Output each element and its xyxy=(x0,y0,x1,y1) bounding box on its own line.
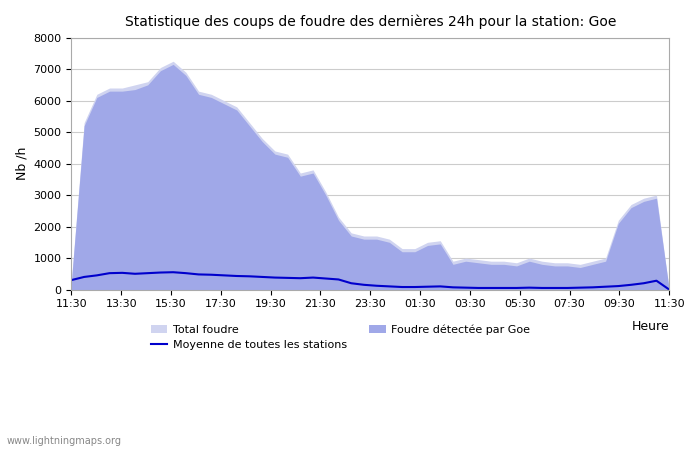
Y-axis label: Nb /h: Nb /h xyxy=(15,147,28,180)
Text: Heure: Heure xyxy=(631,320,669,333)
Text: www.lightningmaps.org: www.lightningmaps.org xyxy=(7,436,122,446)
Legend: Total foudre, Moyenne de toutes les stations, Foudre détectée par Goe: Total foudre, Moyenne de toutes les stat… xyxy=(146,320,535,355)
Title: Statistique des coups de foudre des dernières 24h pour la station: Goe: Statistique des coups de foudre des dern… xyxy=(125,15,616,30)
